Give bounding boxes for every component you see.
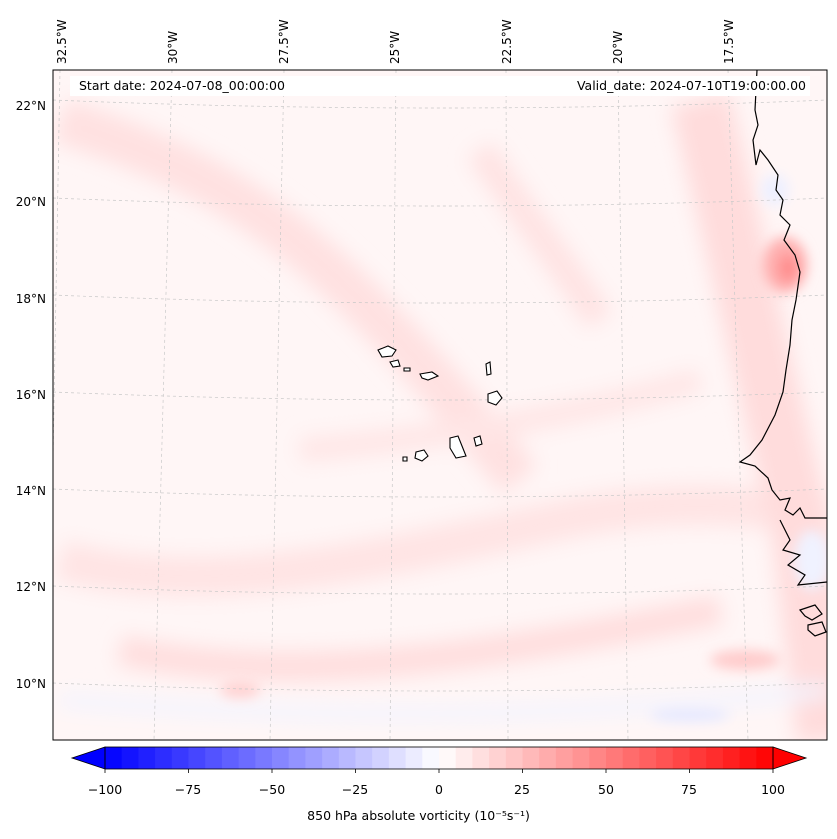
colorbar-segment [756,747,774,769]
colorbar-segment [606,747,624,769]
colorbar-segment [505,747,524,769]
colorbar-tick: −100 [87,782,123,797]
colorbar-segment [155,747,173,769]
colorbar-segment [238,747,256,769]
colorbar-tick: 25 [514,782,530,797]
colorbar-segment [622,747,640,769]
colorbar-max-extend [772,746,808,770]
lon-label-17-5w: 17.5°W [722,19,736,64]
colorbar-segment [539,747,557,769]
colorbar-tick: 0 [435,782,443,797]
colorbar-segment [188,747,206,769]
colorbar-segment [489,747,507,769]
lat-label-20n: 20°N [15,195,46,209]
colorbar-segment [355,747,373,769]
colorbar-segment [105,747,123,769]
colorbar-segment [405,747,423,769]
colorbar-segment [171,747,190,769]
colorbar-segment [388,747,407,769]
colorbar-segment [422,747,440,769]
colorbar-segment [639,747,657,769]
valid-date-label: Valid_date: 2024-07-10T19:00:00.00 [576,78,806,93]
colorbar-segment [589,747,607,769]
colorbar-segment [221,747,240,769]
colorbar-segment [706,747,724,769]
colorbar-segment [138,747,156,769]
lat-label-18n: 18°N [15,292,46,306]
colorbar-segment [672,747,691,769]
lon-label-20w: 20°W [611,30,625,64]
start-date-label: Start date: 2024-07-08_00:00:00 [79,78,285,93]
cabo-verde-islands [377,345,503,462]
colorbar-segment [439,747,457,769]
colorbar-units: (10⁻⁵s⁻¹) [474,808,530,823]
lat-label-22n: 22°N [15,99,46,113]
vorticity-colorbar [70,746,808,773]
colorbar-segment [205,747,223,769]
map-frame [52,69,828,741]
colorbar-segment [739,747,757,769]
colorbar-segment [338,747,357,769]
colorbar-segment [305,747,323,769]
colorbar-segment [689,747,707,769]
lon-label-30w: 30°W [166,30,180,64]
colorbar-tick: −25 [341,782,369,797]
colorbar-tick: 75 [681,782,697,797]
lat-label-10n: 10°N [15,677,46,691]
colorbar-segment [288,747,306,769]
lat-label-16n: 16°N [15,388,46,402]
coastline [738,70,827,637]
colorbar-tick: 100 [761,782,785,797]
colorbar-segment [255,747,273,769]
colorbar-title-text: 850 hPa absolute vorticity [307,808,471,823]
colorbar-tick: −50 [258,782,286,797]
colorbar-segment [555,747,574,769]
colorbar-tick: −75 [174,782,202,797]
lat-label-12n: 12°N [15,580,46,594]
colorbar-tick: 50 [598,782,614,797]
date-info-bar: Start date: 2024-07-08_00:00:00 Valid_da… [70,76,810,96]
lon-label-25w: 25°W [388,30,402,64]
colorbar-segment [272,747,290,769]
graticule [53,70,827,740]
colorbar-segment [372,747,390,769]
colorbar-segment [522,747,540,769]
lat-label-14n: 14°N [15,484,46,498]
colorbar-min-extend [70,746,106,770]
colorbar-segment [455,747,473,769]
colorbar-segment [472,747,490,769]
colorbar-segment [656,747,674,769]
colorbar-segment [322,747,340,769]
colorbar-segment [722,747,741,769]
colorbar-segment [121,747,139,769]
colorbar-segment [572,747,590,769]
vorticity-field [53,70,827,740]
lon-label-32-5w: 32.5°W [55,19,69,64]
colorbar-title: 850 hPa absolute vorticity (10⁻⁵s⁻¹) [0,808,837,823]
lon-label-27-5w: 27.5°W [277,19,291,64]
lon-label-22-5w: 22.5°W [500,19,514,64]
